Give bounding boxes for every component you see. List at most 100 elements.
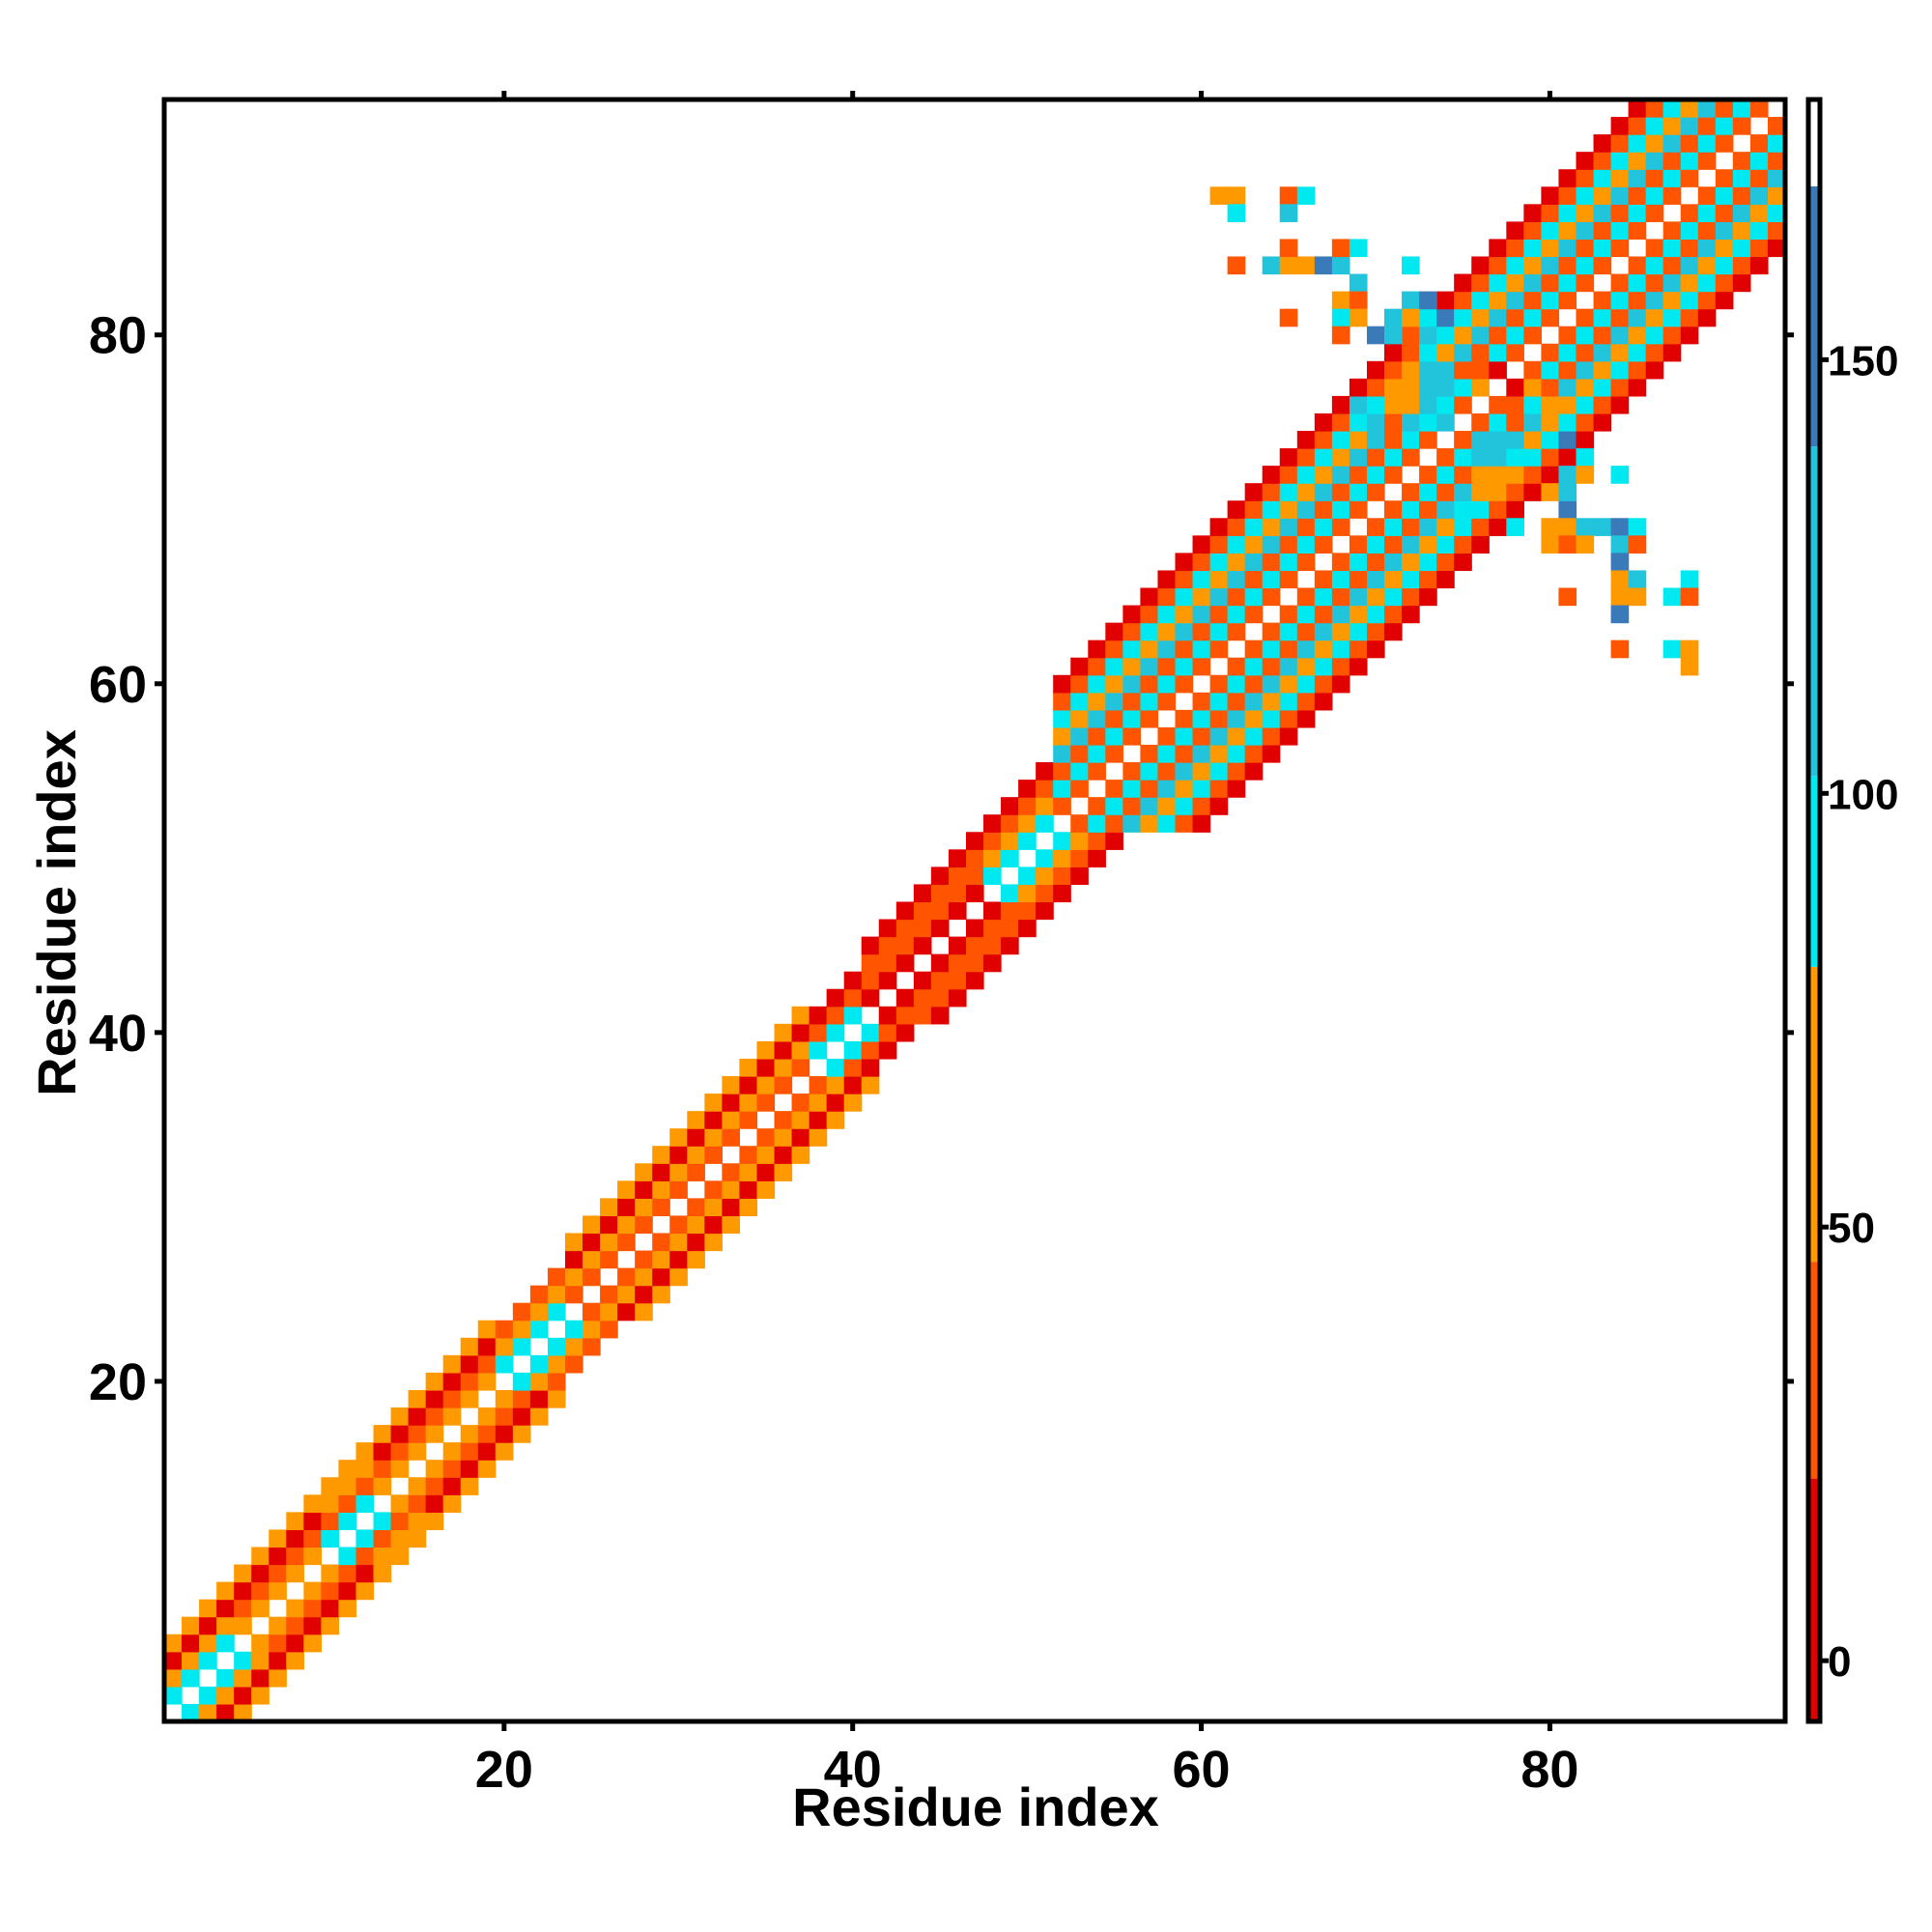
heatmap-cell xyxy=(460,1460,479,1478)
heatmap-cell xyxy=(582,1302,601,1321)
heatmap-cell xyxy=(774,1111,793,1129)
heatmap-cell xyxy=(1610,605,1630,624)
heatmap-cell xyxy=(1645,152,1664,170)
heatmap-cell xyxy=(1402,431,1420,449)
heatmap-cell xyxy=(1541,431,1560,449)
heatmap-cell xyxy=(1384,605,1403,624)
heatmap-cell xyxy=(1610,117,1630,135)
heatmap-cell xyxy=(1331,622,1350,641)
heatmap-cell xyxy=(477,1425,497,1443)
heatmap-cell xyxy=(1122,657,1142,676)
heatmap-cell xyxy=(1157,780,1177,798)
heatmap-cell xyxy=(355,1529,375,1548)
heatmap-cell xyxy=(1001,919,1019,938)
heatmap-cell xyxy=(373,1477,392,1495)
heatmap-cell xyxy=(1175,674,1194,694)
heatmap-cell xyxy=(1053,709,1071,728)
heatmap-cell xyxy=(1402,535,1420,554)
heatmap-cell xyxy=(669,1267,688,1287)
heatmap-cell xyxy=(1036,849,1054,867)
heatmap-cell xyxy=(843,1094,863,1112)
heatmap-cell xyxy=(965,953,984,973)
heatmap-cell xyxy=(1471,360,1490,380)
heatmap-cell xyxy=(442,1389,462,1408)
heatmap-cell xyxy=(564,1267,583,1287)
heatmap-cell xyxy=(965,867,984,886)
heatmap-cell xyxy=(1209,709,1229,728)
heatmap-cell xyxy=(1296,587,1316,607)
heatmap-cell xyxy=(687,1250,705,1269)
heatmap-cell xyxy=(1645,186,1664,205)
heatmap-cell xyxy=(1279,500,1298,519)
heatmap-cell xyxy=(1349,466,1368,484)
heatmap-cell xyxy=(1105,657,1123,676)
heatmap-cell xyxy=(1523,448,1542,467)
heatmap-cell xyxy=(1576,448,1595,467)
heatmap-cell xyxy=(1697,204,1717,222)
heatmap-cell xyxy=(338,1494,357,1513)
heatmap-cell xyxy=(1576,378,1595,397)
heatmap-cell xyxy=(1157,622,1177,641)
heatmap-cell xyxy=(1018,780,1037,798)
heatmap-cell xyxy=(930,867,950,886)
heatmap-cell xyxy=(1558,500,1577,519)
heatmap-cell xyxy=(1402,518,1420,536)
heatmap-cell xyxy=(1053,849,1071,867)
heatmap-cell xyxy=(1593,256,1612,275)
heatmap-cell xyxy=(1680,256,1699,275)
heatmap-cell xyxy=(861,1058,880,1077)
heatmap-cell xyxy=(739,1094,758,1112)
heatmap-cell xyxy=(635,1267,653,1287)
heatmap-cell xyxy=(1070,867,1089,886)
heatmap-cell xyxy=(1610,291,1630,310)
heatmap-cell xyxy=(1227,744,1246,763)
heatmap-cell xyxy=(1767,221,1786,241)
heatmap-cell xyxy=(1715,221,1734,241)
heatmap-cell xyxy=(1105,832,1123,850)
heatmap-cell xyxy=(1471,466,1490,484)
heatmap-cell xyxy=(512,1389,531,1408)
heatmap-cell xyxy=(1209,639,1229,659)
heatmap-cell xyxy=(1402,412,1420,432)
heatmap-cell xyxy=(1314,518,1333,536)
heatmap-cell xyxy=(1157,674,1177,694)
heatmap-cell xyxy=(1244,692,1264,711)
heatmap-cell xyxy=(564,1250,583,1269)
heatmap-cell xyxy=(1715,117,1734,135)
heatmap-cell xyxy=(303,1599,322,1618)
heatmap-cell xyxy=(861,1040,880,1060)
heatmap-cell xyxy=(687,1128,705,1147)
heatmap-cell xyxy=(390,1460,410,1478)
heatmap-cell xyxy=(1715,169,1734,187)
heatmap-cell xyxy=(1558,535,1577,554)
heatmap-cell xyxy=(251,1599,270,1618)
heatmap-cell xyxy=(1296,657,1316,676)
heatmap-cell xyxy=(355,1494,375,1513)
heatmap-cell xyxy=(1209,605,1229,624)
heatmap-cell xyxy=(1279,553,1298,572)
heatmap-cell xyxy=(1384,535,1403,554)
heatmap-cell xyxy=(1070,744,1089,763)
heatmap-cell xyxy=(1454,360,1472,380)
heatmap-cell xyxy=(1349,587,1368,607)
heatmap-cell xyxy=(1296,483,1316,501)
heatmap-cell xyxy=(1366,326,1385,345)
heatmap-cell xyxy=(1122,780,1142,798)
heatmap-cell xyxy=(861,988,880,1008)
heatmap-cell xyxy=(1088,814,1106,833)
heatmap-cell xyxy=(495,1442,514,1461)
heatmap-cell xyxy=(913,901,932,921)
heatmap-cell xyxy=(1610,152,1630,170)
heatmap-cell xyxy=(1384,378,1403,397)
heatmap-cell xyxy=(1402,500,1420,519)
heatmap-cell xyxy=(1454,395,1472,414)
heatmap-cell xyxy=(425,1512,444,1530)
heatmap-cell xyxy=(652,1233,670,1252)
heatmap-cell xyxy=(1628,291,1647,310)
heatmap-cell xyxy=(286,1634,304,1653)
heatmap-cell xyxy=(635,1198,653,1217)
heatmap-cell xyxy=(1314,466,1333,484)
heatmap-cell xyxy=(600,1285,618,1304)
heatmap-cell xyxy=(965,884,984,903)
heatmap-cell xyxy=(1523,221,1542,241)
